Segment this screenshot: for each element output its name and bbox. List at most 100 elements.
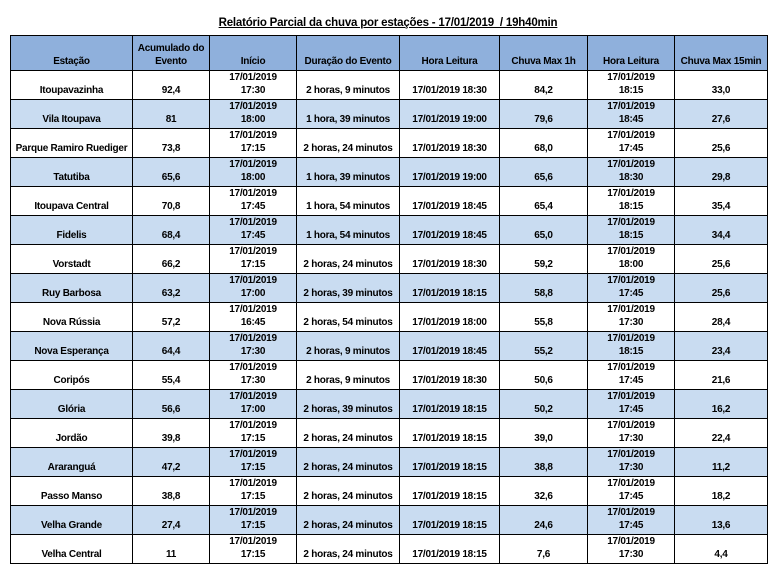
- date-line: 17/01/2019: [229, 188, 277, 199]
- start-datetime-cell: 17/01/2019 17:15: [209, 505, 297, 535]
- column-header: Chuva Max 15min: [674, 35, 768, 71]
- station-name-cell: Fidelis: [10, 215, 133, 245]
- max-rain-1h-cell: 65,4: [499, 186, 588, 216]
- max-rain-1h-cell: 55,2: [499, 331, 588, 361]
- date-line: 17/01/2019: [229, 362, 277, 373]
- start-datetime-cell: 17/01/2019 17:00: [209, 273, 297, 303]
- table-row: Passo Manso 38,8 17/01/2019 17:15 2 horas, 2…: [10, 476, 768, 506]
- time-line: 18:00: [240, 171, 266, 183]
- table-row: Vorstadt 66,2 17/01/2019 17:15 2 horas, 24 m…: [10, 244, 768, 274]
- reading-time-15min-cell: 17/01/2019 18:00: [587, 244, 675, 274]
- date-line: 17/01/2019: [607, 188, 655, 199]
- table-row: Nova Esperança 64,4 17/01/2019 17:30 2 horas…: [10, 331, 768, 361]
- date-line: 17/01/2019: [229, 275, 277, 286]
- reading-time-1h-cell: 17/01/2019 18:45: [399, 331, 500, 361]
- time-line: 17:30: [240, 374, 266, 386]
- max-rain-15min-cell: 13,6: [674, 505, 768, 535]
- table-body: Itoupavazinha 92,4 17/01/2019 17:30 2 horas,…: [10, 70, 768, 564]
- max-rain-1h-cell: 50,6: [499, 360, 588, 390]
- station-name-cell: Ruy Barbosa: [10, 273, 133, 303]
- max-rain-15min-cell: 33,0: [674, 70, 768, 100]
- event-duration-cell: 2 horas, 54 minutos: [296, 302, 400, 332]
- table-row: Nova Rússia 57,2 17/01/2019 16:45 2 horas, 5…: [10, 302, 768, 332]
- reading-time-15min-cell: 17/01/2019 18:45: [587, 99, 675, 129]
- reading-time-1h-cell: 17/01/2019 18:15: [399, 273, 500, 303]
- accumulated-value-cell: 63,2: [132, 273, 210, 303]
- time-line: 17:00: [240, 287, 266, 299]
- max-rain-1h-cell: 59,2: [499, 244, 588, 274]
- time-line: 17:15: [240, 490, 266, 502]
- max-rain-1h-cell: 58,8: [499, 273, 588, 303]
- time-line: 18:00: [618, 258, 644, 270]
- event-duration-cell: 2 horas, 39 minutos: [296, 389, 400, 419]
- accumulated-value-cell: 65,6: [132, 157, 210, 187]
- reading-time-15min-cell: 17/01/2019 18:15: [587, 70, 675, 100]
- date-line: 17/01/2019: [607, 536, 655, 547]
- date-line: 17/01/2019: [229, 420, 277, 431]
- time-line: 17:30: [240, 345, 266, 357]
- time-line: 17:15: [240, 142, 266, 154]
- table-header: Estação Acumulado do Evento Início Duração …: [10, 35, 768, 71]
- max-rain-15min-cell: 25,6: [674, 273, 768, 303]
- column-header: Hora Leitura: [399, 35, 500, 71]
- start-datetime-cell: 17/01/2019 17:15: [209, 534, 297, 564]
- station-name-cell: Nova Rússia: [10, 302, 133, 332]
- max-rain-15min-cell: 28,4: [674, 302, 768, 332]
- start-datetime-cell: 17/01/2019 17:30: [209, 331, 297, 361]
- date-line: 17/01/2019: [607, 362, 655, 373]
- event-duration-cell: 2 horas, 9 minutos: [296, 70, 400, 100]
- max-rain-15min-cell: 11,2: [674, 447, 768, 477]
- event-duration-cell: 2 horas, 9 minutos: [296, 360, 400, 390]
- reading-time-15min-cell: 17/01/2019 17:45: [587, 476, 675, 506]
- reading-time-1h-cell: 17/01/2019 19:00: [399, 157, 500, 187]
- max-rain-15min-cell: 27,6: [674, 99, 768, 129]
- accumulated-value-cell: 64,4: [132, 331, 210, 361]
- max-rain-1h-cell: 38,8: [499, 447, 588, 477]
- date-line: 17/01/2019: [607, 246, 655, 257]
- column-header: Início: [209, 35, 297, 71]
- column-header: Chuva Max 1h: [499, 35, 588, 71]
- reading-time-1h-cell: 17/01/2019 18:15: [399, 447, 500, 477]
- reading-time-1h-cell: 17/01/2019 19:00: [399, 99, 500, 129]
- max-rain-1h-cell: 32,6: [499, 476, 588, 506]
- station-name-cell: Passo Manso: [10, 476, 133, 506]
- accumulated-value-cell: 38,8: [132, 476, 210, 506]
- reading-time-15min-cell: 17/01/2019 18:15: [587, 331, 675, 361]
- table-row: Jordão 39,8 17/01/2019 17:15 2 horas, 24 min…: [10, 418, 768, 448]
- report-title: Relatório Parcial da chuva por estações …: [218, 17, 558, 29]
- date-line: 17/01/2019: [607, 507, 655, 518]
- report-page: Relatório Parcial da chuva por estações …: [10, 17, 768, 564]
- accumulated-value-cell: 73,8: [132, 128, 210, 158]
- column-header: Acumulado do Evento: [132, 35, 210, 71]
- event-duration-cell: 2 horas, 24 minutos: [296, 418, 400, 448]
- station-name-cell: Parque Ramiro Ruediger: [10, 128, 133, 158]
- date-line: 17/01/2019: [229, 304, 277, 315]
- reading-time-1h-cell: 17/01/2019 18:30: [399, 70, 500, 100]
- accumulated-value-cell: 47,2: [132, 447, 210, 477]
- date-line: 17/01/2019: [607, 478, 655, 489]
- reading-time-15min-cell: 17/01/2019 17:45: [587, 360, 675, 390]
- reading-time-15min-cell: 17/01/2019 18:15: [587, 215, 675, 245]
- date-line: 17/01/2019: [607, 130, 655, 141]
- event-duration-cell: 1 hora, 54 minutos: [296, 215, 400, 245]
- event-duration-cell: 2 horas, 24 minutos: [296, 534, 400, 564]
- time-line: 17:45: [618, 519, 644, 531]
- max-rain-1h-cell: 55,8: [499, 302, 588, 332]
- event-duration-cell: 2 horas, 9 minutos: [296, 331, 400, 361]
- start-datetime-cell: 17/01/2019 17:15: [209, 244, 297, 274]
- reading-time-15min-cell: 17/01/2019 17:30: [587, 447, 675, 477]
- table-row: Tatutiba 65,6 17/01/2019 18:00 1 hora, 39 mi…: [10, 157, 768, 187]
- table-row: Coripós 55,4 17/01/2019 17:30 2 horas, 9 min…: [10, 360, 768, 390]
- accumulated-value-cell: 55,4: [132, 360, 210, 390]
- max-rain-1h-cell: 65,6: [499, 157, 588, 187]
- reading-time-15min-cell: 17/01/2019 17:30: [587, 302, 675, 332]
- reading-time-1h-cell: 17/01/2019 18:15: [399, 418, 500, 448]
- date-line: 17/01/2019: [607, 159, 655, 170]
- date-line: 17/01/2019: [607, 391, 655, 402]
- event-duration-cell: 2 horas, 24 minutos: [296, 128, 400, 158]
- date-line: 17/01/2019: [229, 507, 277, 518]
- date-line: 17/01/2019: [607, 72, 655, 83]
- accumulated-value-cell: 57,2: [132, 302, 210, 332]
- max-rain-15min-cell: 21,6: [674, 360, 768, 390]
- station-name-cell: Itoupavazinha: [10, 70, 133, 100]
